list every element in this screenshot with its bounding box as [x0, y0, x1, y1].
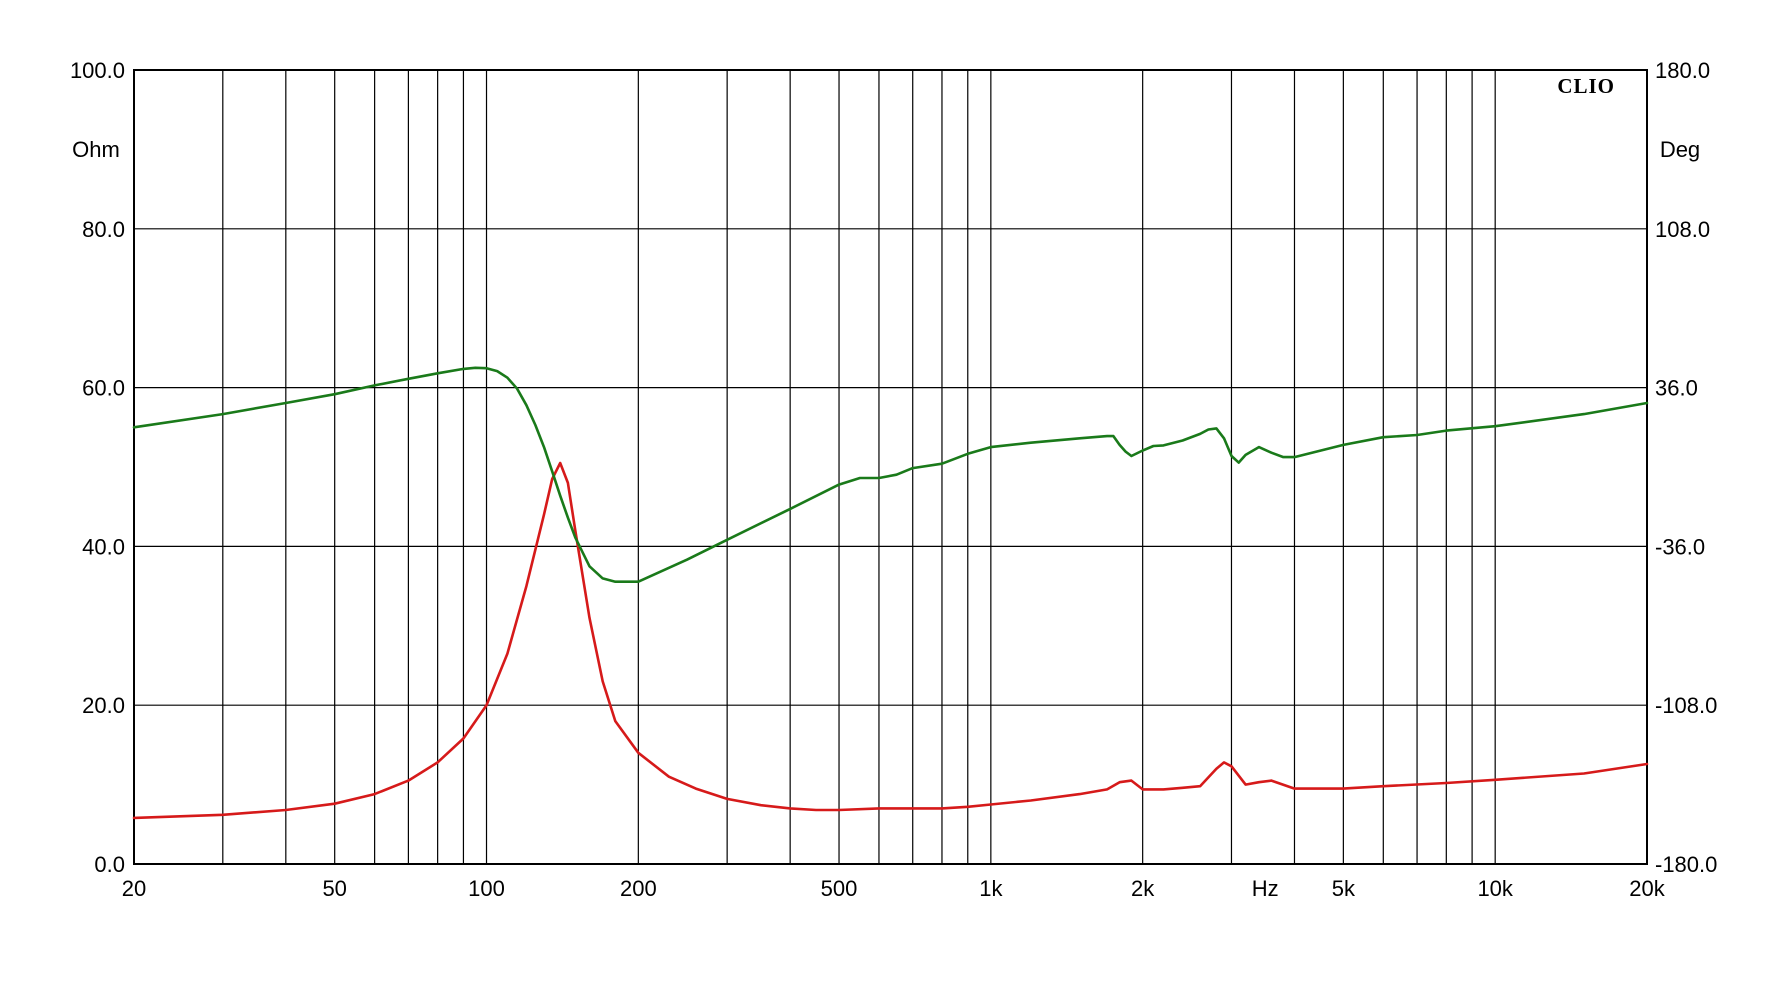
horizontal-grid-lines — [134, 69, 1647, 865]
x-tick-label: 20k — [1629, 876, 1665, 901]
y-right-axis-label: Deg — [1660, 137, 1700, 162]
vertical-grid-lines — [133, 70, 1648, 864]
y-left-tick-label: 60.0 — [82, 376, 125, 401]
y-left-tick-labels: 0.0 20.0 40.0 60.0 80.0 100.0 — [70, 58, 125, 877]
clio-brand-label: CLIO — [1557, 74, 1615, 98]
x-tick-label: 100 — [468, 876, 505, 901]
x-tick-label: 5k — [1332, 876, 1356, 901]
x-tick-label: 1k — [979, 876, 1003, 901]
y-right-tick-label: 180.0 — [1655, 58, 1710, 83]
x-tick-label: 200 — [620, 876, 657, 901]
y-left-axis-label: Ohm — [72, 137, 120, 162]
x-tick-label: 2k — [1131, 876, 1155, 901]
x-tick-label: 500 — [821, 876, 858, 901]
x-tick-label: 10k — [1477, 876, 1513, 901]
x-tick-label: 50 — [322, 876, 346, 901]
x-tick-label: 20 — [122, 876, 146, 901]
y-left-tick-label: 40.0 — [82, 534, 125, 559]
y-right-tick-label: 36.0 — [1655, 376, 1698, 401]
x-axis-label: Hz — [1252, 876, 1279, 901]
y-left-tick-label: 100.0 — [70, 58, 125, 83]
y-left-tick-label: 80.0 — [82, 217, 125, 242]
y-right-tick-label: 108.0 — [1655, 217, 1710, 242]
y-left-tick-label: 0.0 — [94, 852, 125, 877]
x-tick-labels: 20 50 100 200 500 1k 2k 5k 10k 20k — [122, 876, 1666, 901]
y-right-tick-label: -36.0 — [1655, 534, 1705, 559]
y-right-tick-label: -108.0 — [1655, 693, 1717, 718]
y-left-tick-label: 20.0 — [82, 693, 125, 718]
y-right-tick-labels: -180.0 -108.0 -36.0 36.0 108.0 180.0 — [1655, 58, 1717, 877]
plot-frame — [133, 69, 1648, 865]
impedance-series-line — [132, 461, 1649, 820]
phase-series-line — [132, 366, 1649, 583]
series-layer — [132, 366, 1649, 820]
y-right-tick-label: -180.0 — [1655, 852, 1717, 877]
